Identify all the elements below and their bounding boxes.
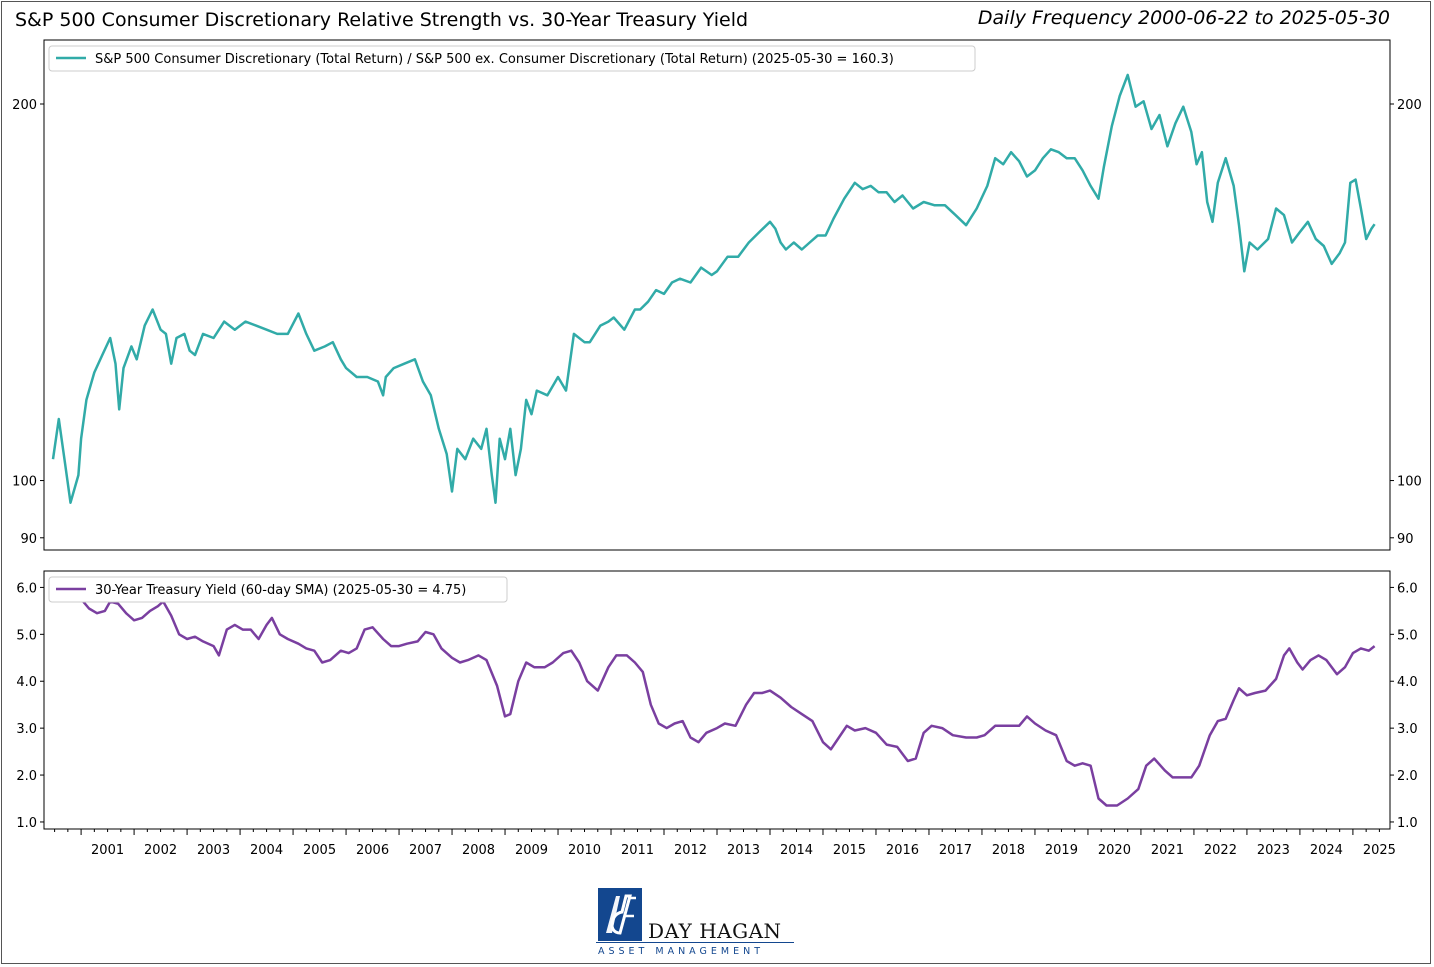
bottom-ytick-left-label: 5.0 bbox=[16, 628, 37, 643]
bottom-y-axis: 6.0 6.0 5.0 5.0 4.0 4.0 3.0 3.0 2.0 2.0 1.0 1.0 bbox=[16, 581, 1417, 831]
logo-divider bbox=[596, 942, 794, 943]
top-ytick-right-label: 100 bbox=[1397, 475, 1422, 490]
bottom-ytick-left-label: 1.0 bbox=[16, 816, 37, 831]
bottom-plot-area bbox=[43, 570, 1391, 830]
xtick-label: 2006 bbox=[356, 843, 389, 858]
top-legend-box bbox=[48, 45, 976, 72]
top-legend: S&P 500 Consumer Discretionary (Total Re… bbox=[48, 45, 976, 72]
top-ytick-right-label: 200 bbox=[1397, 98, 1422, 113]
xtick-label: 2014 bbox=[780, 843, 813, 858]
bottom-ytick-right-label: 5.0 bbox=[1397, 628, 1418, 643]
logo-mark-icon bbox=[598, 888, 642, 941]
chart-subtitle: Daily Frequency 2000-06-22 to 2025-05-30 bbox=[977, 7, 1390, 29]
xtick-label: 2021 bbox=[1151, 843, 1184, 858]
xtick-label: 2015 bbox=[833, 843, 866, 858]
xtick-label: 2008 bbox=[462, 843, 495, 858]
xtick-label: 2020 bbox=[1098, 843, 1131, 858]
top-plot-area bbox=[43, 39, 1391, 551]
treasury-yield-line bbox=[52, 586, 1376, 807]
xtick-label: 2016 bbox=[886, 843, 919, 858]
top-y-axis: 200 200 100 100 90 90 bbox=[12, 98, 1422, 547]
xtick-label: 2013 bbox=[727, 843, 760, 858]
xtick-label: 2017 bbox=[939, 843, 972, 858]
top-ytick-left-label: 100 bbox=[12, 475, 37, 490]
bottom-legend-box bbox=[48, 576, 508, 603]
bottom-ytick-left-label: 2.0 bbox=[16, 769, 37, 784]
top-ytick-left-label: 90 bbox=[20, 532, 37, 547]
bottom-ytick-left-label: 3.0 bbox=[16, 722, 37, 737]
xtick-label: 2004 bbox=[250, 843, 283, 858]
bottom-ytick-right-label: 3.0 bbox=[1397, 722, 1418, 737]
xtick-label: 2018 bbox=[992, 843, 1025, 858]
bottom-ytick-left-label: 4.0 bbox=[16, 675, 37, 690]
bottom-ytick-right-label: 4.0 bbox=[1397, 675, 1418, 690]
xtick-label: 2007 bbox=[409, 843, 442, 858]
xtick-label: 2010 bbox=[568, 843, 601, 858]
bottom-legend-label: 30-Year Treasury Yield (60-day SMA) (202… bbox=[95, 583, 466, 598]
xtick-label: 2011 bbox=[621, 843, 654, 858]
top-legend-label: S&P 500 Consumer Discretionary (Total Re… bbox=[95, 52, 894, 67]
top-ytick-left-label: 200 bbox=[12, 98, 37, 113]
bottom-ytick-right-label: 6.0 bbox=[1397, 581, 1418, 596]
xtick-label: 2002 bbox=[144, 843, 177, 858]
xtick-label: 2009 bbox=[515, 843, 548, 858]
xtick-label: 2019 bbox=[1045, 843, 1078, 858]
x-axis: 2001 2002 2003 2004 2005 2006 2007 2008 2009 2010… bbox=[54, 829, 1396, 858]
chart-title: S&P 500 Consumer Discretionary Relative … bbox=[15, 9, 749, 31]
day-hagan-logo: DAY HAGAN ASSET MANAGEMENT bbox=[596, 885, 796, 957]
bottom-ytick-right-label: 2.0 bbox=[1397, 769, 1418, 784]
logo-tagline: ASSET MANAGEMENT bbox=[598, 946, 764, 957]
top-ytick-right-label: 90 bbox=[1397, 532, 1414, 547]
logo-name: DAY HAGAN bbox=[648, 919, 782, 943]
xtick-label: 2024 bbox=[1310, 843, 1343, 858]
bottom-legend: 30-Year Treasury Yield (60-day SMA) (202… bbox=[48, 576, 508, 603]
bottom-ytick-left-label: 6.0 bbox=[16, 581, 37, 596]
series-lines bbox=[51, 73, 1376, 807]
xtick-label: 2005 bbox=[303, 843, 336, 858]
bottom-ytick-right-label: 1.0 bbox=[1397, 816, 1418, 831]
xtick-label: 2025 bbox=[1363, 843, 1396, 858]
xtick-label: 2001 bbox=[91, 843, 124, 858]
xtick-label: 2003 bbox=[197, 843, 230, 858]
xtick-label: 2022 bbox=[1204, 843, 1237, 858]
xtick-label: 2023 bbox=[1257, 843, 1290, 858]
xtick-label: 2012 bbox=[674, 843, 707, 858]
relative-strength-line bbox=[51, 73, 1376, 504]
